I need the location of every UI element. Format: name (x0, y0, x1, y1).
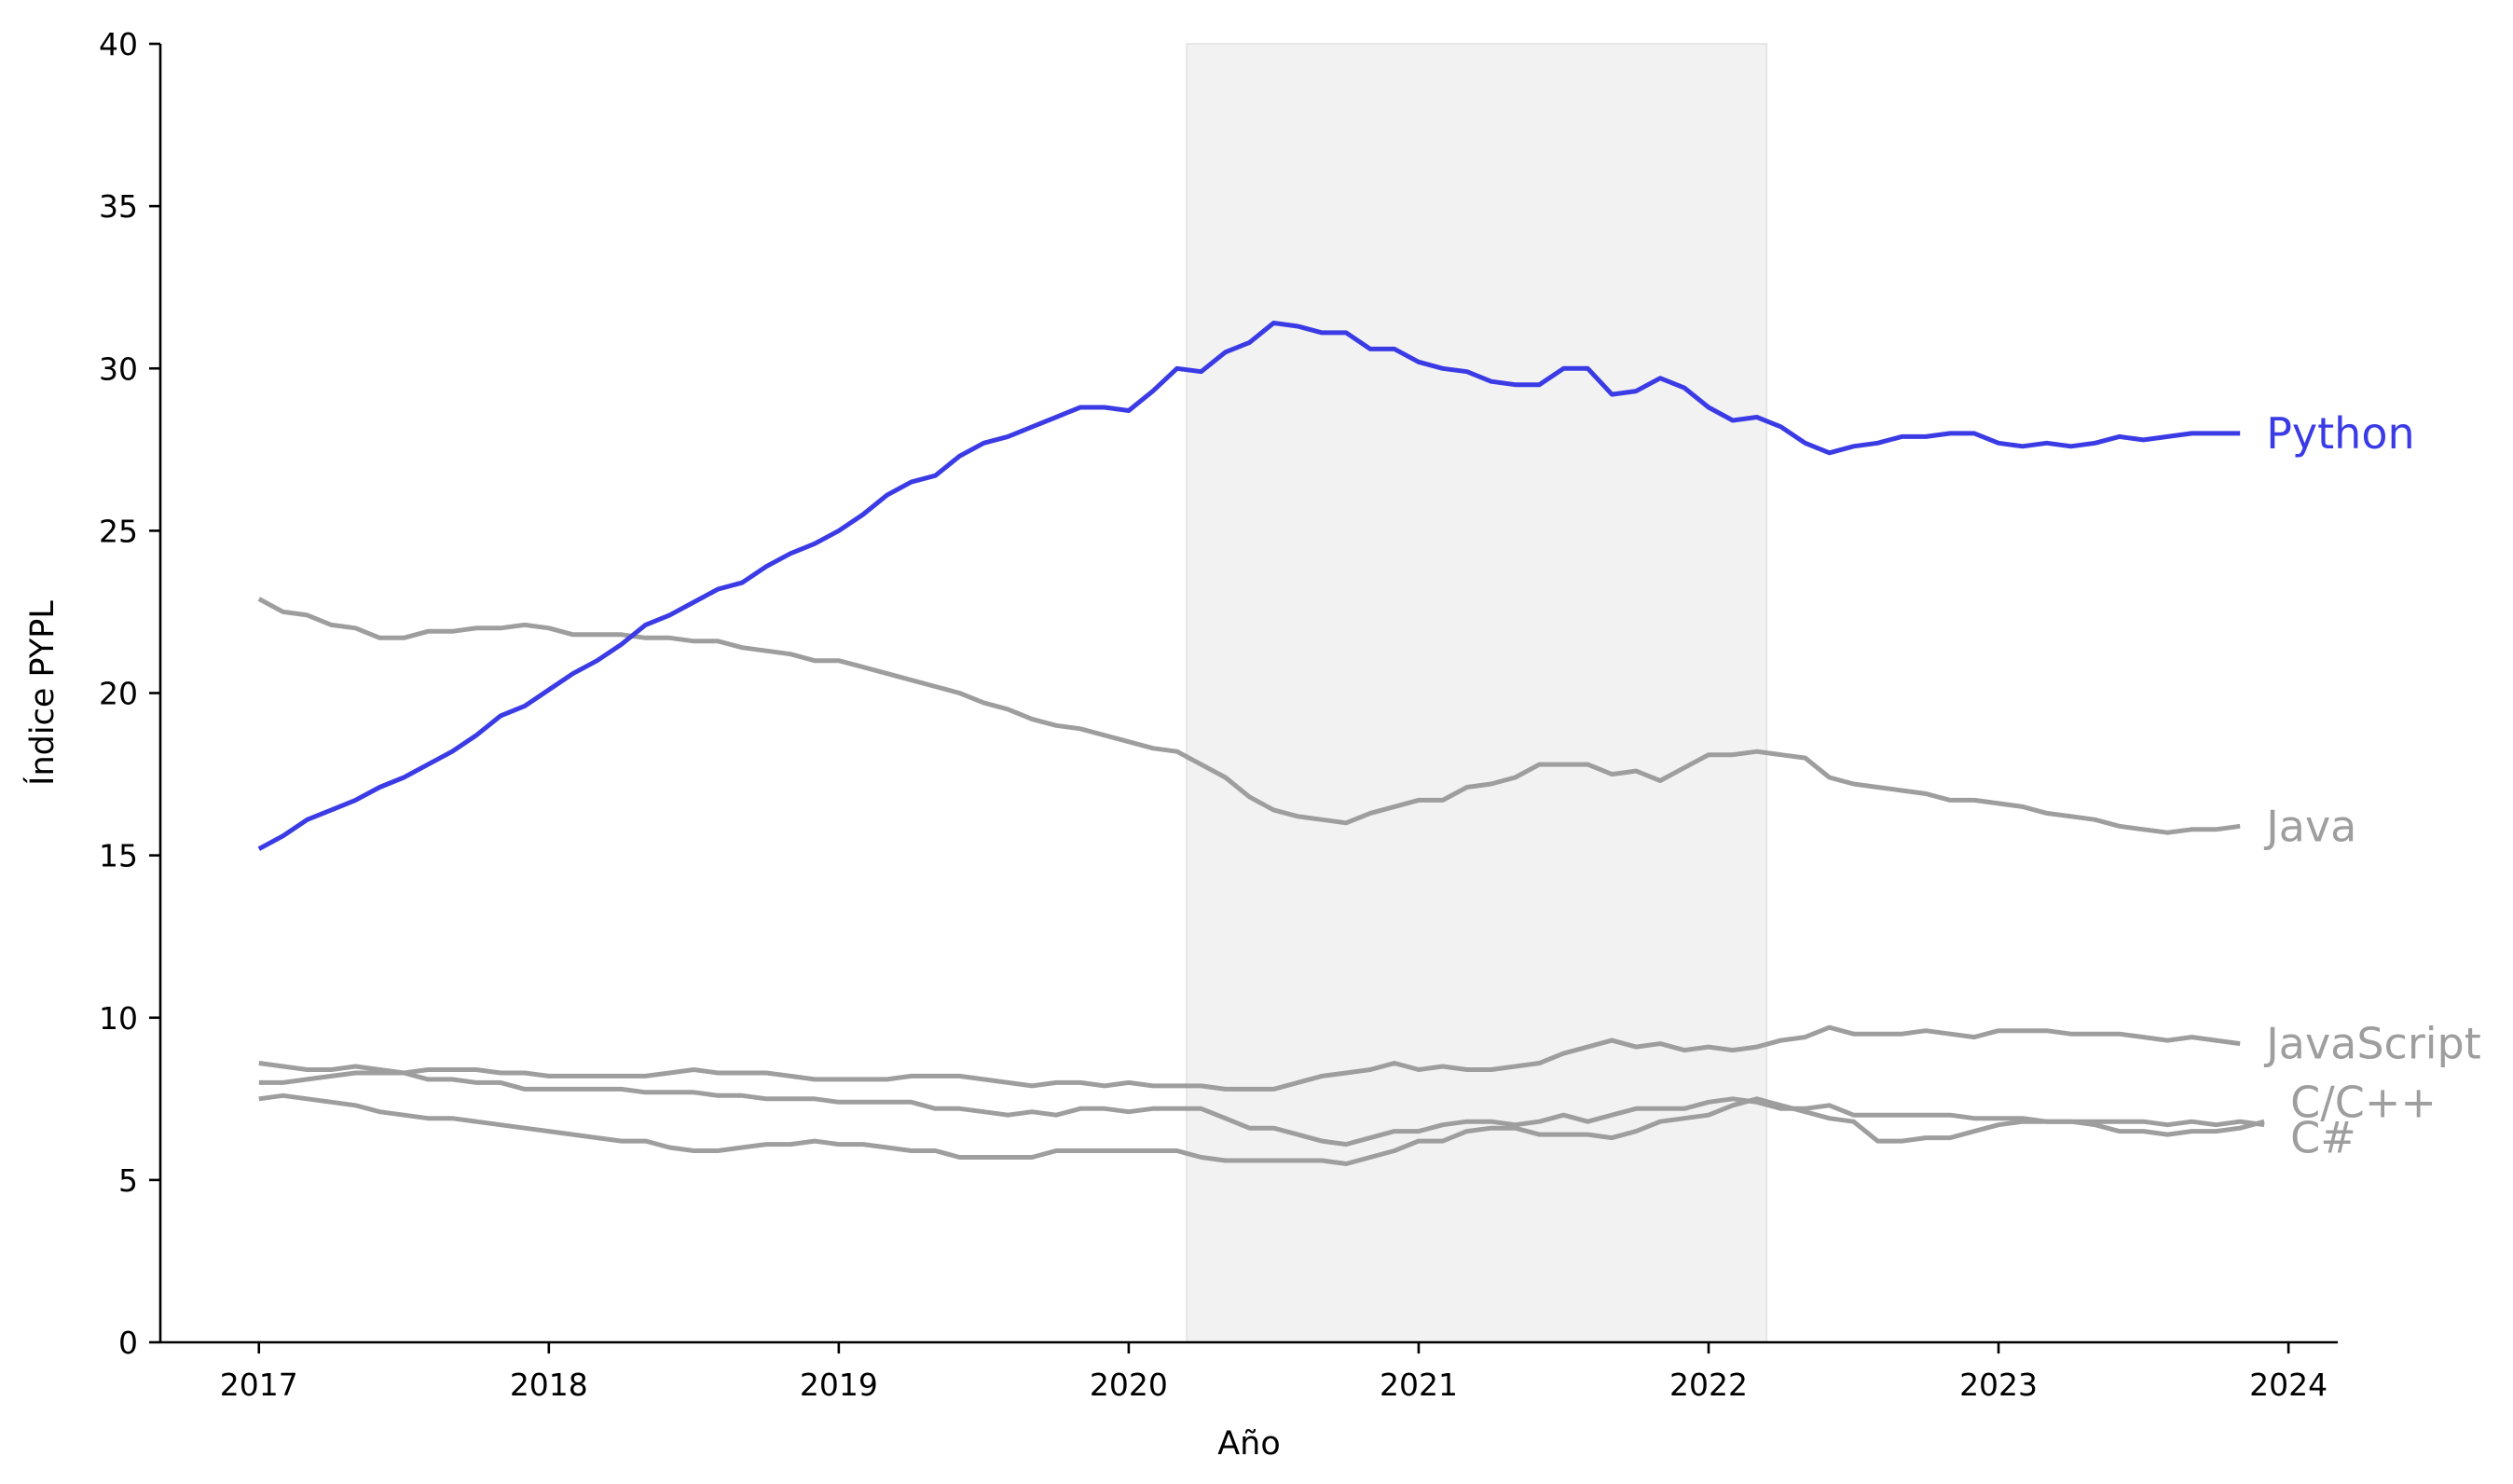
y-tick-label: 20 (99, 676, 138, 712)
series-line-python (257, 321, 2241, 851)
highlight-period (1186, 43, 1768, 1343)
x-tick-label: 2024 (2249, 1367, 2328, 1403)
x-tick-label: 2021 (1380, 1367, 1458, 1403)
series-line-csharp (258, 1092, 2265, 1166)
y-tick-label: 5 (118, 1162, 138, 1199)
series-label-c-cpp: C/C++ (2290, 1077, 2437, 1127)
axes: 0 5 10 15 20 25 30 35 40 2017 2018 2019 2020 2021 2022… (99, 26, 2338, 1403)
x-axis-title: Año (1217, 1425, 1281, 1463)
series-label-csharp: C# (2290, 1113, 2356, 1163)
x-tick-label: 2018 (510, 1367, 588, 1403)
y-tick-label: 35 (99, 188, 138, 225)
series-layer: Python Java JavaScript C/C++C# (257, 321, 2481, 1166)
y-tick-label: 25 (99, 513, 138, 549)
x-tick-label: 2019 (800, 1367, 878, 1403)
series-label-java: Java (2263, 801, 2356, 851)
x-tick-label: 2022 (1669, 1367, 1748, 1403)
series-line-c-cpp (258, 1070, 2265, 1147)
series-line-javascript (258, 1024, 2241, 1092)
y-tick-label: 10 (99, 1000, 138, 1037)
y-tick-label: 15 (99, 838, 138, 874)
series-label-python: Python (2266, 408, 2414, 459)
series-label-javascript: JavaScript (2263, 1019, 2481, 1069)
series-line-java (257, 597, 2241, 835)
x-tick-label: 2020 (1090, 1367, 1168, 1403)
x-tick-label: 2017 (220, 1367, 298, 1403)
y-tick-label: 0 (118, 1325, 138, 1361)
y-tick-label: 40 (99, 26, 138, 62)
y-axis-title: Índice PYPL (22, 600, 62, 786)
y-tick-label: 30 (99, 350, 138, 387)
x-tick-label: 2023 (1959, 1367, 2038, 1403)
